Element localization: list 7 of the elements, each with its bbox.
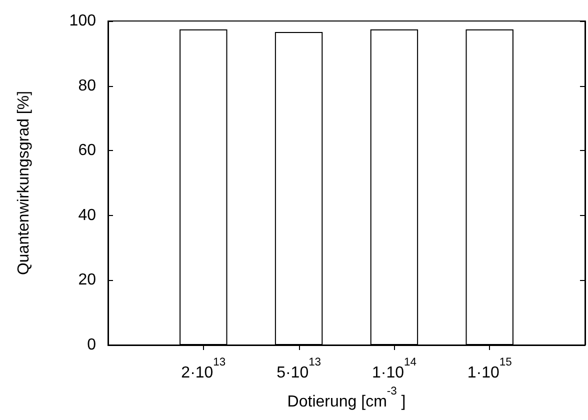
y-tick-label: 100 [69,12,96,30]
y-tick-label: 0 [87,336,96,354]
y-tick-label: 40 [78,206,96,224]
y-tick-label: 60 [78,142,96,160]
y-tick-label: 80 [78,77,96,94]
y-tick-label: 20 [78,272,96,289]
y-axis-title: Quantenwirkungsgrad [%] [16,90,32,276]
